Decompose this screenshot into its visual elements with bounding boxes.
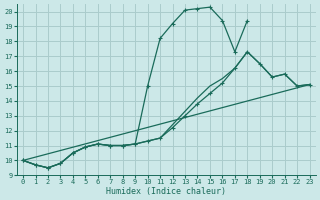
X-axis label: Humidex (Indice chaleur): Humidex (Indice chaleur) [106, 187, 226, 196]
